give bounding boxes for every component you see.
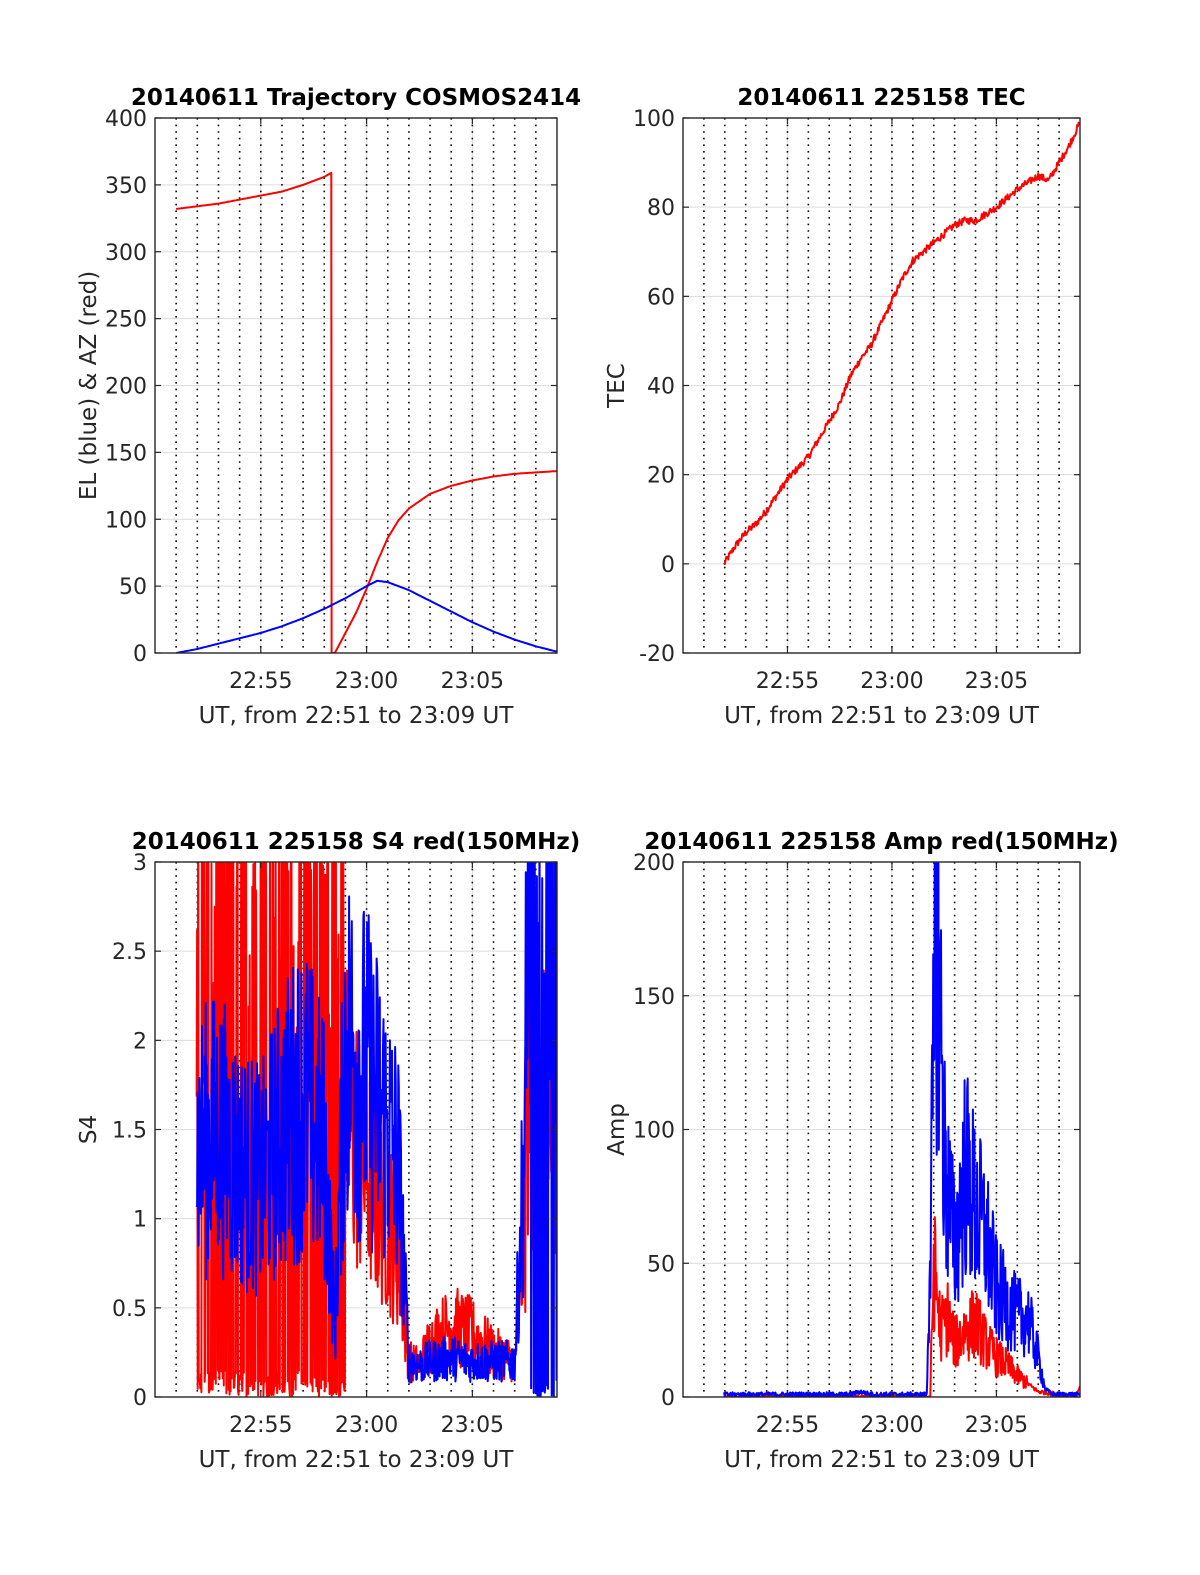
x-axis-label: UT, from 22:51 to 23:09 UT: [199, 703, 515, 729]
y-tick-label: 200: [105, 375, 147, 400]
y-tick-label: 100: [105, 508, 147, 533]
y-tick-label: 150: [633, 985, 675, 1010]
y-tick-label: 0: [661, 1386, 675, 1411]
x-tick-label: 23:00: [335, 669, 398, 694]
x-axis-label: UT, from 22:51 to 23:09 UT: [199, 1447, 515, 1473]
y-tick-label: 20: [647, 464, 675, 489]
y-tick-label: 2: [133, 1029, 147, 1054]
chart-title: 20140611 Trajectory COSMOS2414: [131, 85, 581, 111]
x-tick-label: 23:00: [860, 669, 923, 694]
y-tick-label: 1: [133, 1208, 147, 1233]
x-tick-label: 23:00: [860, 1413, 923, 1438]
x-tick-label: 23:05: [441, 1413, 504, 1438]
series-line: [176, 579, 557, 653]
y-tick-label: 400: [105, 107, 147, 132]
series-line: [195, 862, 557, 1397]
y-tick-label: 350: [105, 174, 147, 199]
chart-s4: 0 0.5 1 1.5 2 2.5 3 22:55 23:00 23:05 20140611 225…: [76, 829, 581, 1473]
chart-traj: 0 50 100 150 200 250 300 350 400 22:55 23:00 23:05 2…: [76, 85, 581, 729]
y-tick-label: 3: [133, 851, 147, 876]
y-tick-label: 0: [133, 642, 147, 667]
x-tick-label: 23:05: [965, 1413, 1028, 1438]
series-line: [176, 171, 557, 653]
y-tick-label: 1.5: [112, 1119, 147, 1144]
y-tick-label: 60: [647, 285, 675, 310]
y-tick-label: 200: [633, 851, 675, 876]
y-axis-label: Amp: [604, 1103, 630, 1156]
y-tick-label: 40: [647, 375, 675, 400]
chart-amp: 0 50 100 150 200 22:55 23:00 23:05 20140611 2251…: [604, 829, 1119, 1473]
x-tick-label: 22:55: [229, 1413, 292, 1438]
y-tick-label: 2.5: [112, 940, 147, 965]
chart-tec: -20 0 20 40 60 80 100 22:55 23:00 23:05 20140611 2…: [604, 85, 1081, 729]
y-tick-label: -20: [639, 642, 675, 667]
y-axis-label: S4: [76, 1115, 102, 1144]
y-tick-label: 0.5: [112, 1297, 147, 1322]
chart-title: 20140611 225158 Amp red(150MHz): [644, 829, 1118, 855]
y-tick-label: 80: [647, 196, 675, 221]
y-tick-label: 150: [105, 441, 147, 466]
series-line: [723, 862, 1080, 1397]
y-tick-label: 300: [105, 241, 147, 266]
y-tick-label: 50: [119, 575, 147, 600]
x-tick-label: 23:05: [965, 669, 1028, 694]
x-axis-label: UT, from 22:51 to 23:09 UT: [724, 703, 1040, 729]
x-tick-label: 23:05: [441, 669, 504, 694]
chart-title: 20140611 225158 S4 red(150MHz): [132, 829, 581, 855]
series-line: [723, 1216, 1080, 1397]
x-tick-label: 23:00: [335, 1413, 398, 1438]
chart-title: 20140611 225158 TEC: [737, 85, 1025, 111]
y-tick-label: 50: [647, 1252, 675, 1277]
y-axis-label: TEC: [604, 363, 630, 409]
series-line: [723, 121, 1080, 566]
y-tick-label: 250: [105, 308, 147, 333]
x-tick-label: 22:55: [756, 1413, 819, 1438]
y-tick-label: 100: [633, 1119, 675, 1144]
x-axis-label: UT, from 22:51 to 23:09 UT: [724, 1447, 1040, 1473]
y-tick-label: 0: [661, 553, 675, 578]
y-axis-label: EL (blue) & AZ (red): [76, 271, 102, 500]
x-tick-label: 22:55: [756, 669, 819, 694]
y-tick-label: 100: [633, 107, 675, 132]
y-tick-label: 0: [133, 1386, 147, 1411]
x-tick-label: 22:55: [229, 669, 292, 694]
